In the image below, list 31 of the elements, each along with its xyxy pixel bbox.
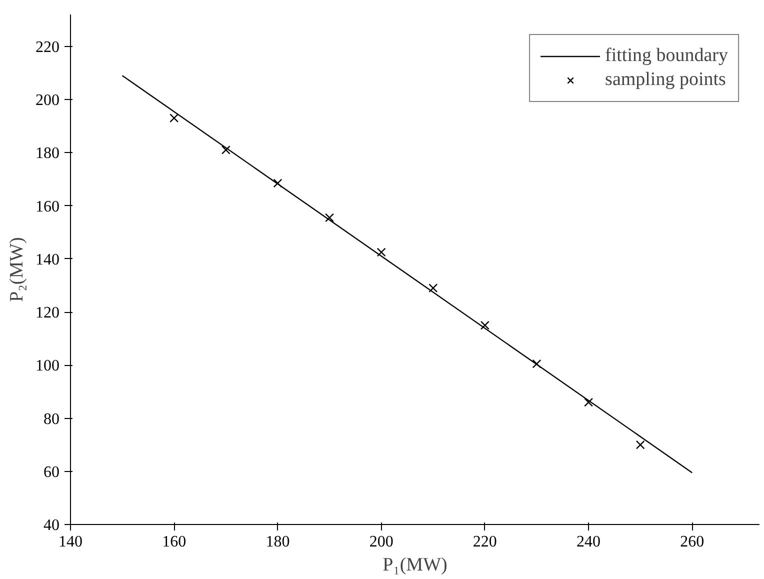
y-tick-label: 180 bbox=[36, 145, 60, 162]
point bbox=[584, 398, 594, 407]
y-tick-label: 40 bbox=[44, 517, 60, 534]
y-axis-title: P₂(MW) bbox=[6, 237, 28, 302]
point bbox=[428, 284, 438, 293]
legend-label: sampling points bbox=[605, 69, 726, 91]
legend-label: fitting boundary bbox=[605, 45, 728, 67]
x-tick-label: 180 bbox=[266, 534, 290, 550]
y-tick-label: 80 bbox=[44, 410, 60, 428]
y-tick-label: 220 bbox=[36, 38, 60, 56]
x-tick-label: 140 bbox=[58, 534, 82, 550]
x-tick-label: 260 bbox=[680, 534, 704, 550]
x-tick-label: 220 bbox=[472, 534, 497, 550]
point bbox=[170, 114, 179, 123]
y-tick-label: 100 bbox=[36, 358, 60, 375]
y-tick-label: 60 bbox=[44, 464, 60, 481]
point bbox=[273, 178, 282, 188]
point bbox=[376, 248, 386, 257]
point bbox=[325, 213, 334, 222]
y-tick-label: 200 bbox=[36, 92, 60, 109]
x-axis-title: P₁(MW) bbox=[382, 554, 448, 576]
y-tick-label: 160 bbox=[36, 198, 60, 216]
y-tick-label: 120 bbox=[36, 304, 60, 322]
point bbox=[221, 145, 230, 154]
x-tick-label: 200 bbox=[369, 534, 394, 550]
x-tick-label: 160 bbox=[162, 534, 186, 550]
point bbox=[480, 320, 490, 330]
point bbox=[532, 359, 542, 368]
y-tick-label: 140 bbox=[36, 251, 60, 268]
point bbox=[636, 440, 645, 450]
x-tick-label: 240 bbox=[576, 534, 601, 550]
